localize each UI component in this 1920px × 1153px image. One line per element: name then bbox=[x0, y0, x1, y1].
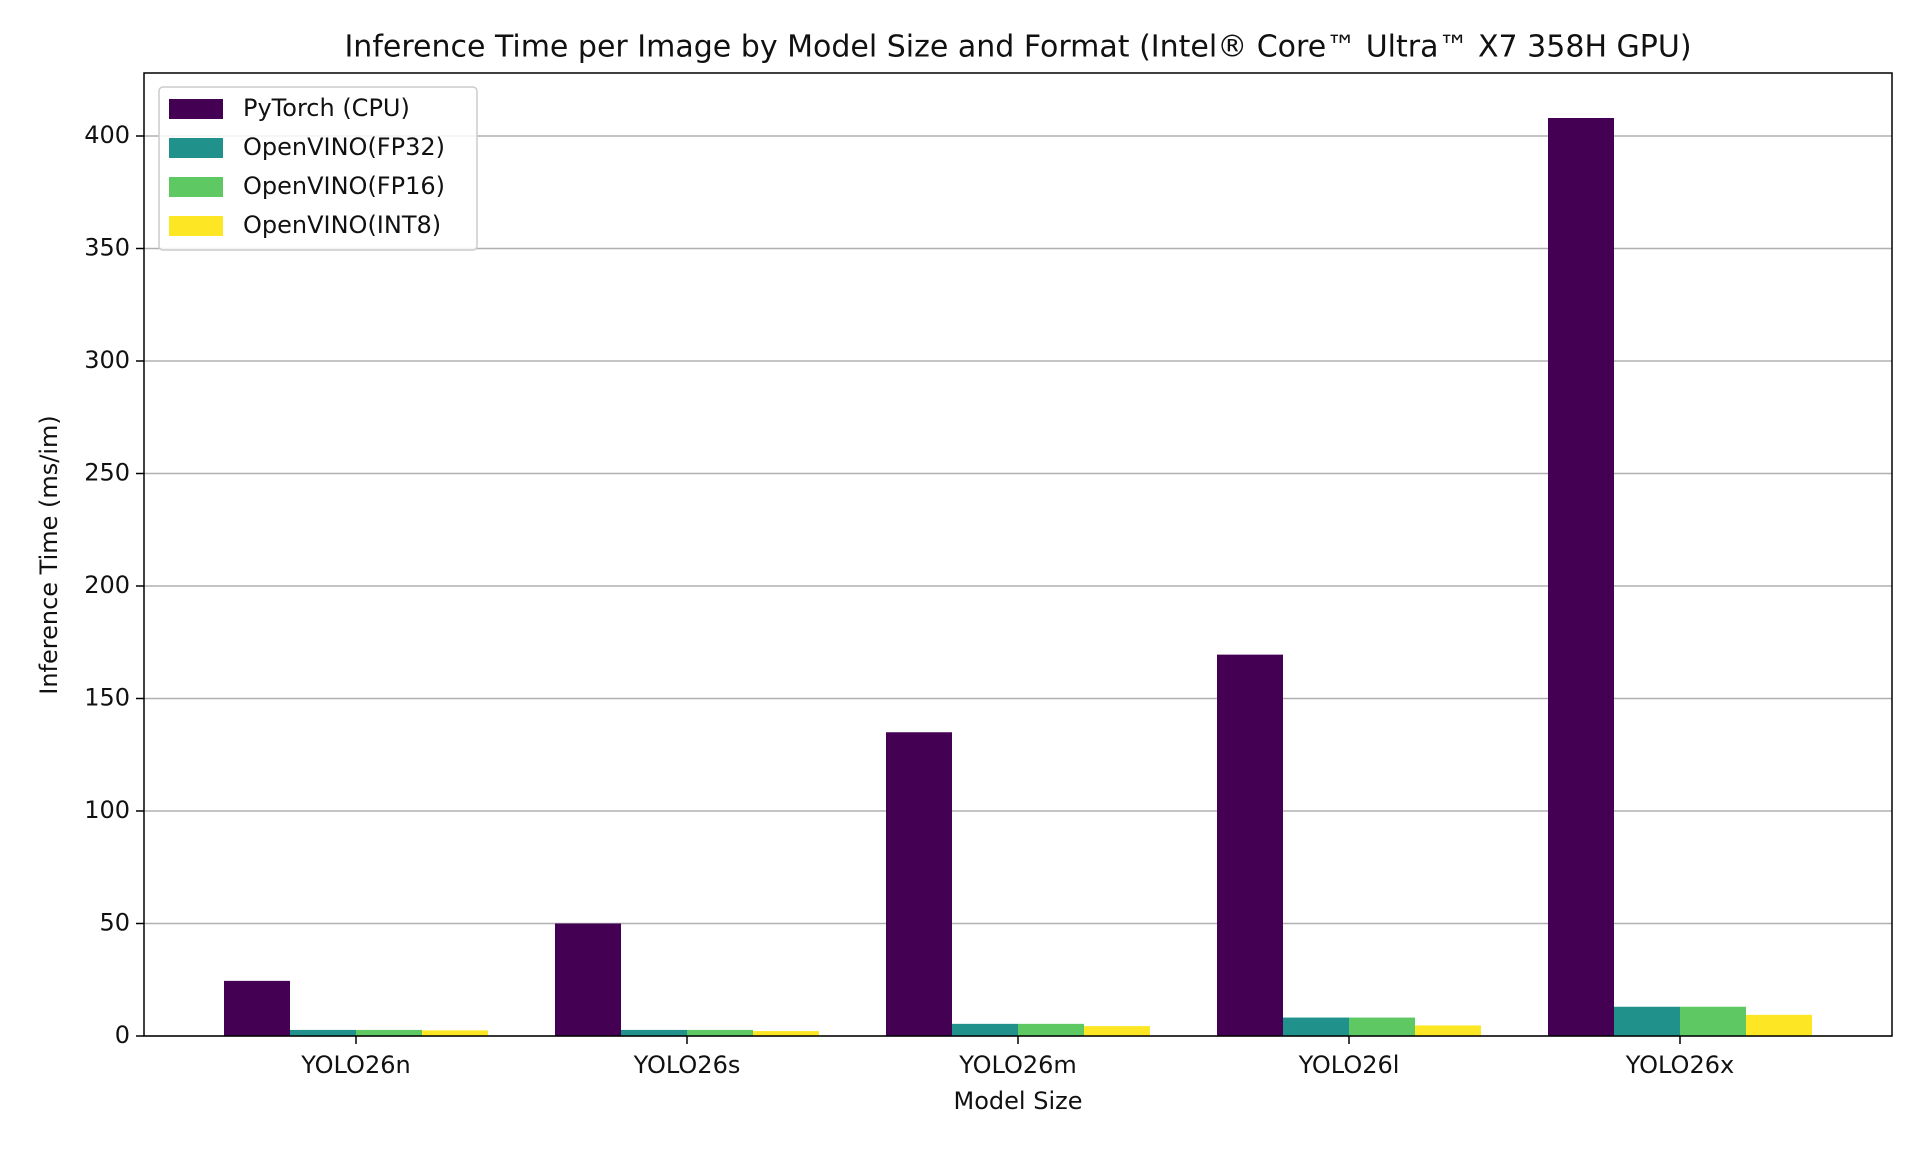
x-tick-label: YOLO26m bbox=[958, 1051, 1077, 1079]
bar bbox=[687, 1029, 753, 1036]
bar bbox=[1217, 654, 1283, 1036]
x-tick-label: YOLO26l bbox=[1298, 1051, 1400, 1079]
y-tick-label: 300 bbox=[84, 346, 130, 374]
bar bbox=[1415, 1025, 1481, 1036]
bar bbox=[1680, 1006, 1746, 1036]
y-tick-label: 100 bbox=[84, 796, 130, 824]
bar bbox=[952, 1023, 1018, 1036]
legend-swatch bbox=[169, 138, 223, 158]
y-tick-label: 350 bbox=[84, 234, 130, 262]
bar bbox=[753, 1031, 819, 1036]
bar bbox=[1746, 1014, 1812, 1036]
bar bbox=[1084, 1026, 1150, 1036]
y-tick-label: 50 bbox=[99, 909, 130, 937]
legend-label: OpenVINO(FP16) bbox=[243, 172, 445, 200]
bar bbox=[1614, 1006, 1680, 1036]
y-tick-label: 150 bbox=[84, 684, 130, 712]
chart-title: Inference Time per Image by Model Size a… bbox=[344, 30, 1691, 65]
x-tick-label: YOLO26n bbox=[300, 1051, 410, 1079]
legend-swatch bbox=[169, 177, 223, 197]
bar bbox=[224, 980, 290, 1036]
bar bbox=[886, 732, 952, 1036]
y-axis-label: Inference Time (ms/im) bbox=[35, 415, 63, 695]
bar bbox=[1349, 1017, 1415, 1036]
y-tick-label: 400 bbox=[84, 121, 130, 149]
x-axis-label: Model Size bbox=[954, 1087, 1083, 1115]
plot-frame bbox=[143, 72, 1893, 1037]
legend-label: OpenVINO(INT8) bbox=[243, 211, 441, 239]
bar bbox=[1018, 1023, 1084, 1036]
x-tick-label: YOLO26s bbox=[633, 1051, 741, 1079]
x-tick-label: YOLO26x bbox=[1625, 1051, 1734, 1079]
bar bbox=[1548, 118, 1614, 1036]
legend-label: OpenVINO(FP32) bbox=[243, 133, 445, 161]
bar bbox=[555, 923, 621, 1036]
y-tick-label: 0 bbox=[115, 1021, 130, 1049]
y-tick-label: 250 bbox=[84, 459, 130, 487]
bar bbox=[1283, 1017, 1349, 1036]
legend-swatch bbox=[169, 99, 223, 119]
bar bbox=[290, 1029, 356, 1036]
bar bbox=[356, 1029, 422, 1036]
legend-swatch bbox=[169, 216, 223, 236]
legend-box bbox=[158, 86, 478, 251]
bar bbox=[621, 1029, 687, 1036]
bar bbox=[422, 1030, 488, 1036]
y-tick-label: 200 bbox=[84, 571, 130, 599]
legend-label: PyTorch (CPU) bbox=[243, 94, 410, 122]
